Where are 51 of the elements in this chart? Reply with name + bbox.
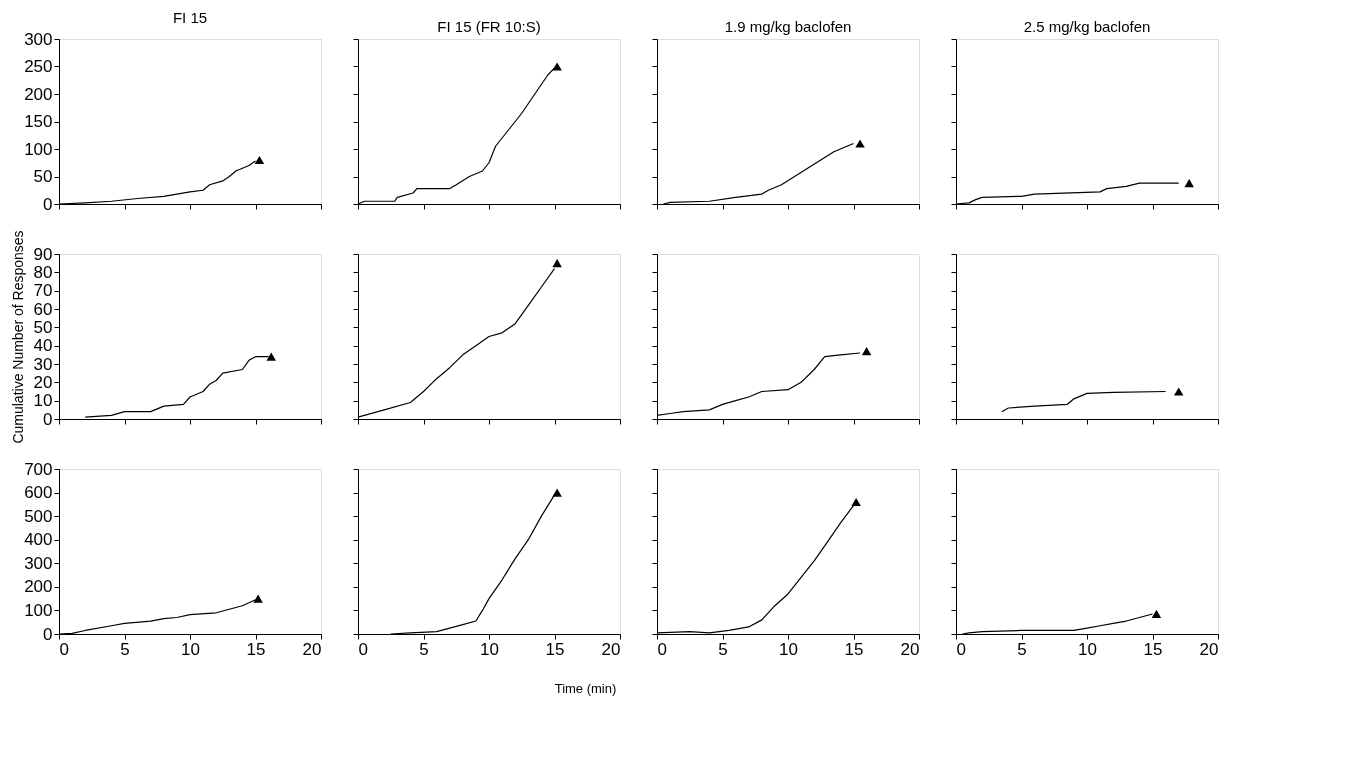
x-tick-label: 5 [419,639,429,659]
y-tick-label: 200 [24,84,53,104]
y-tick-label: 500 [24,506,53,526]
y-tick-label: 600 [24,483,53,503]
y-tick-label: 100 [24,600,53,620]
y-tick-label: 150 [24,112,53,131]
y-tick-label: 250 [24,57,53,76]
y-tick-label: 100 [24,139,53,159]
x-tick-label: 0 [358,639,368,659]
chart-title: 1.9 mg/kg baclofen [724,17,852,35]
y-tick-label: 0 [43,624,53,644]
x-tick-label: 20 [900,639,920,659]
x-tick-label: 10 [181,639,200,659]
x-tick-label: 5 [120,639,130,659]
y-tick-label: 50 [33,167,53,186]
y-axis-title: Cumulative Number of Responses [9,230,26,444]
x-tick-label: 0 [59,639,69,659]
x-tick-label: 5 [718,639,728,659]
y-tick-label: 50 [33,317,53,337]
y-tick-label: 300 [24,29,53,49]
x-axis-title: Time (min) [554,680,617,696]
y-tick-label: 10 [33,391,53,411]
y-tick-label: 20 [33,372,53,392]
x-tick-label: 5 [1017,639,1027,659]
chart-title: FI 15 [172,9,208,26]
x-tick-label: 15 [545,639,565,659]
x-tick-label: 10 [480,639,499,659]
x-tick-label: 20 [302,639,322,659]
y-tick-label: 0 [43,409,53,429]
y-tick-label: 700 [24,459,53,479]
y-tick-label: 300 [24,553,53,573]
x-tick-label: 10 [1078,639,1097,659]
y-tick-label: 200 [24,577,53,597]
x-tick-label: 20 [1199,639,1219,659]
chart-title: FI 15 (FR 10:S) [437,17,541,35]
chart-title: 2.5 mg/kg baclofen [1023,17,1151,35]
y-tick-label: 0 [43,194,53,214]
x-tick-label: 10 [779,639,798,659]
x-tick-label: 0 [657,639,667,659]
y-tick-label: 70 [33,281,53,301]
y-tick-label: 60 [33,299,53,319]
y-tick-label: 400 [24,530,53,550]
x-tick-label: 15 [1143,639,1163,659]
y-tick-label: 30 [33,354,53,374]
y-tick-label: 80 [33,262,53,282]
x-tick-label: 20 [601,639,621,659]
x-tick-label: 0 [956,639,966,659]
x-tick-label: 15 [844,639,864,659]
y-tick-label: 90 [33,244,53,264]
y-tick-label: 40 [33,336,53,356]
x-tick-label: 15 [246,639,266,659]
